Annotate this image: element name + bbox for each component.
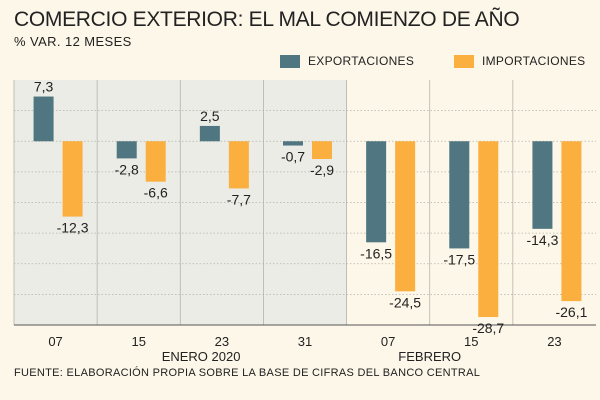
- bar-importaciones: [312, 141, 332, 160]
- value-label-importaciones: -7,7: [227, 191, 251, 207]
- bar-exportaciones: [366, 141, 387, 243]
- x-tick-label: 15: [131, 334, 145, 349]
- x-tick-label: 23: [547, 334, 561, 349]
- value-label-importaciones: -26,1: [555, 304, 587, 320]
- legend-item-exportaciones: EXPORTACIONES: [280, 54, 414, 68]
- legend-label-exportaciones: EXPORTACIONES: [308, 54, 415, 68]
- value-label-exportaciones: -17,5: [443, 251, 475, 267]
- value-label-exportaciones: -16,5: [360, 245, 392, 261]
- legend-label-importaciones: IMPORTACIONES: [482, 54, 586, 68]
- value-label-importaciones: -2,9: [310, 162, 334, 178]
- x-tick-label: 23: [215, 334, 229, 349]
- bar-exportaciones: [33, 96, 54, 142]
- value-label-exportaciones: -0,7: [281, 149, 305, 165]
- bar-exportaciones: [532, 141, 553, 229]
- x-tick-label: 31: [298, 334, 312, 349]
- bar-exportaciones: [199, 125, 220, 142]
- month-label-febrero: FEBRERO: [398, 349, 461, 364]
- bar-exportaciones: [449, 141, 470, 249]
- bar-exportaciones: [116, 141, 137, 159]
- value-label-importaciones: -6,6: [144, 185, 168, 201]
- legend-swatch-importaciones: [454, 54, 474, 68]
- month-label-enero: ENERO 2020: [162, 349, 241, 364]
- bar-exportaciones: [283, 141, 303, 146]
- bar-importaciones: [478, 141, 499, 318]
- value-label-importaciones: -24,5: [389, 294, 421, 310]
- x-tick-label: 07: [48, 334, 62, 349]
- bar-importaciones: [228, 141, 249, 189]
- value-label-exportaciones: -2,8: [115, 161, 139, 177]
- value-label-exportaciones: -14,3: [526, 232, 558, 248]
- source-note: FUENTE: ELABORACIÓN PROPIA SOBRE LA BASE…: [14, 367, 481, 379]
- legend-item-importaciones: IMPORTACIONES: [454, 54, 585, 68]
- bar-importaciones: [395, 141, 416, 292]
- chart-title: COMERCIO EXTERIOR: EL MAL COMIENZO DE AÑ…: [14, 8, 520, 31]
- value-label-exportaciones: 2,5: [200, 108, 220, 124]
- value-label-importaciones: -12,3: [57, 220, 89, 236]
- x-tick-label: 07: [381, 334, 395, 349]
- legend-swatch-exportaciones: [280, 54, 300, 68]
- chart-subtitle: % VAR. 12 MESES: [14, 34, 132, 49]
- bar-importaciones: [561, 141, 582, 302]
- value-label-exportaciones: 7,3: [34, 79, 54, 95]
- value-label-importaciones: -28,7: [472, 320, 504, 336]
- bar-importaciones: [62, 141, 83, 217]
- x-tick-label: 15: [464, 334, 478, 349]
- bar-importaciones: [145, 141, 166, 182]
